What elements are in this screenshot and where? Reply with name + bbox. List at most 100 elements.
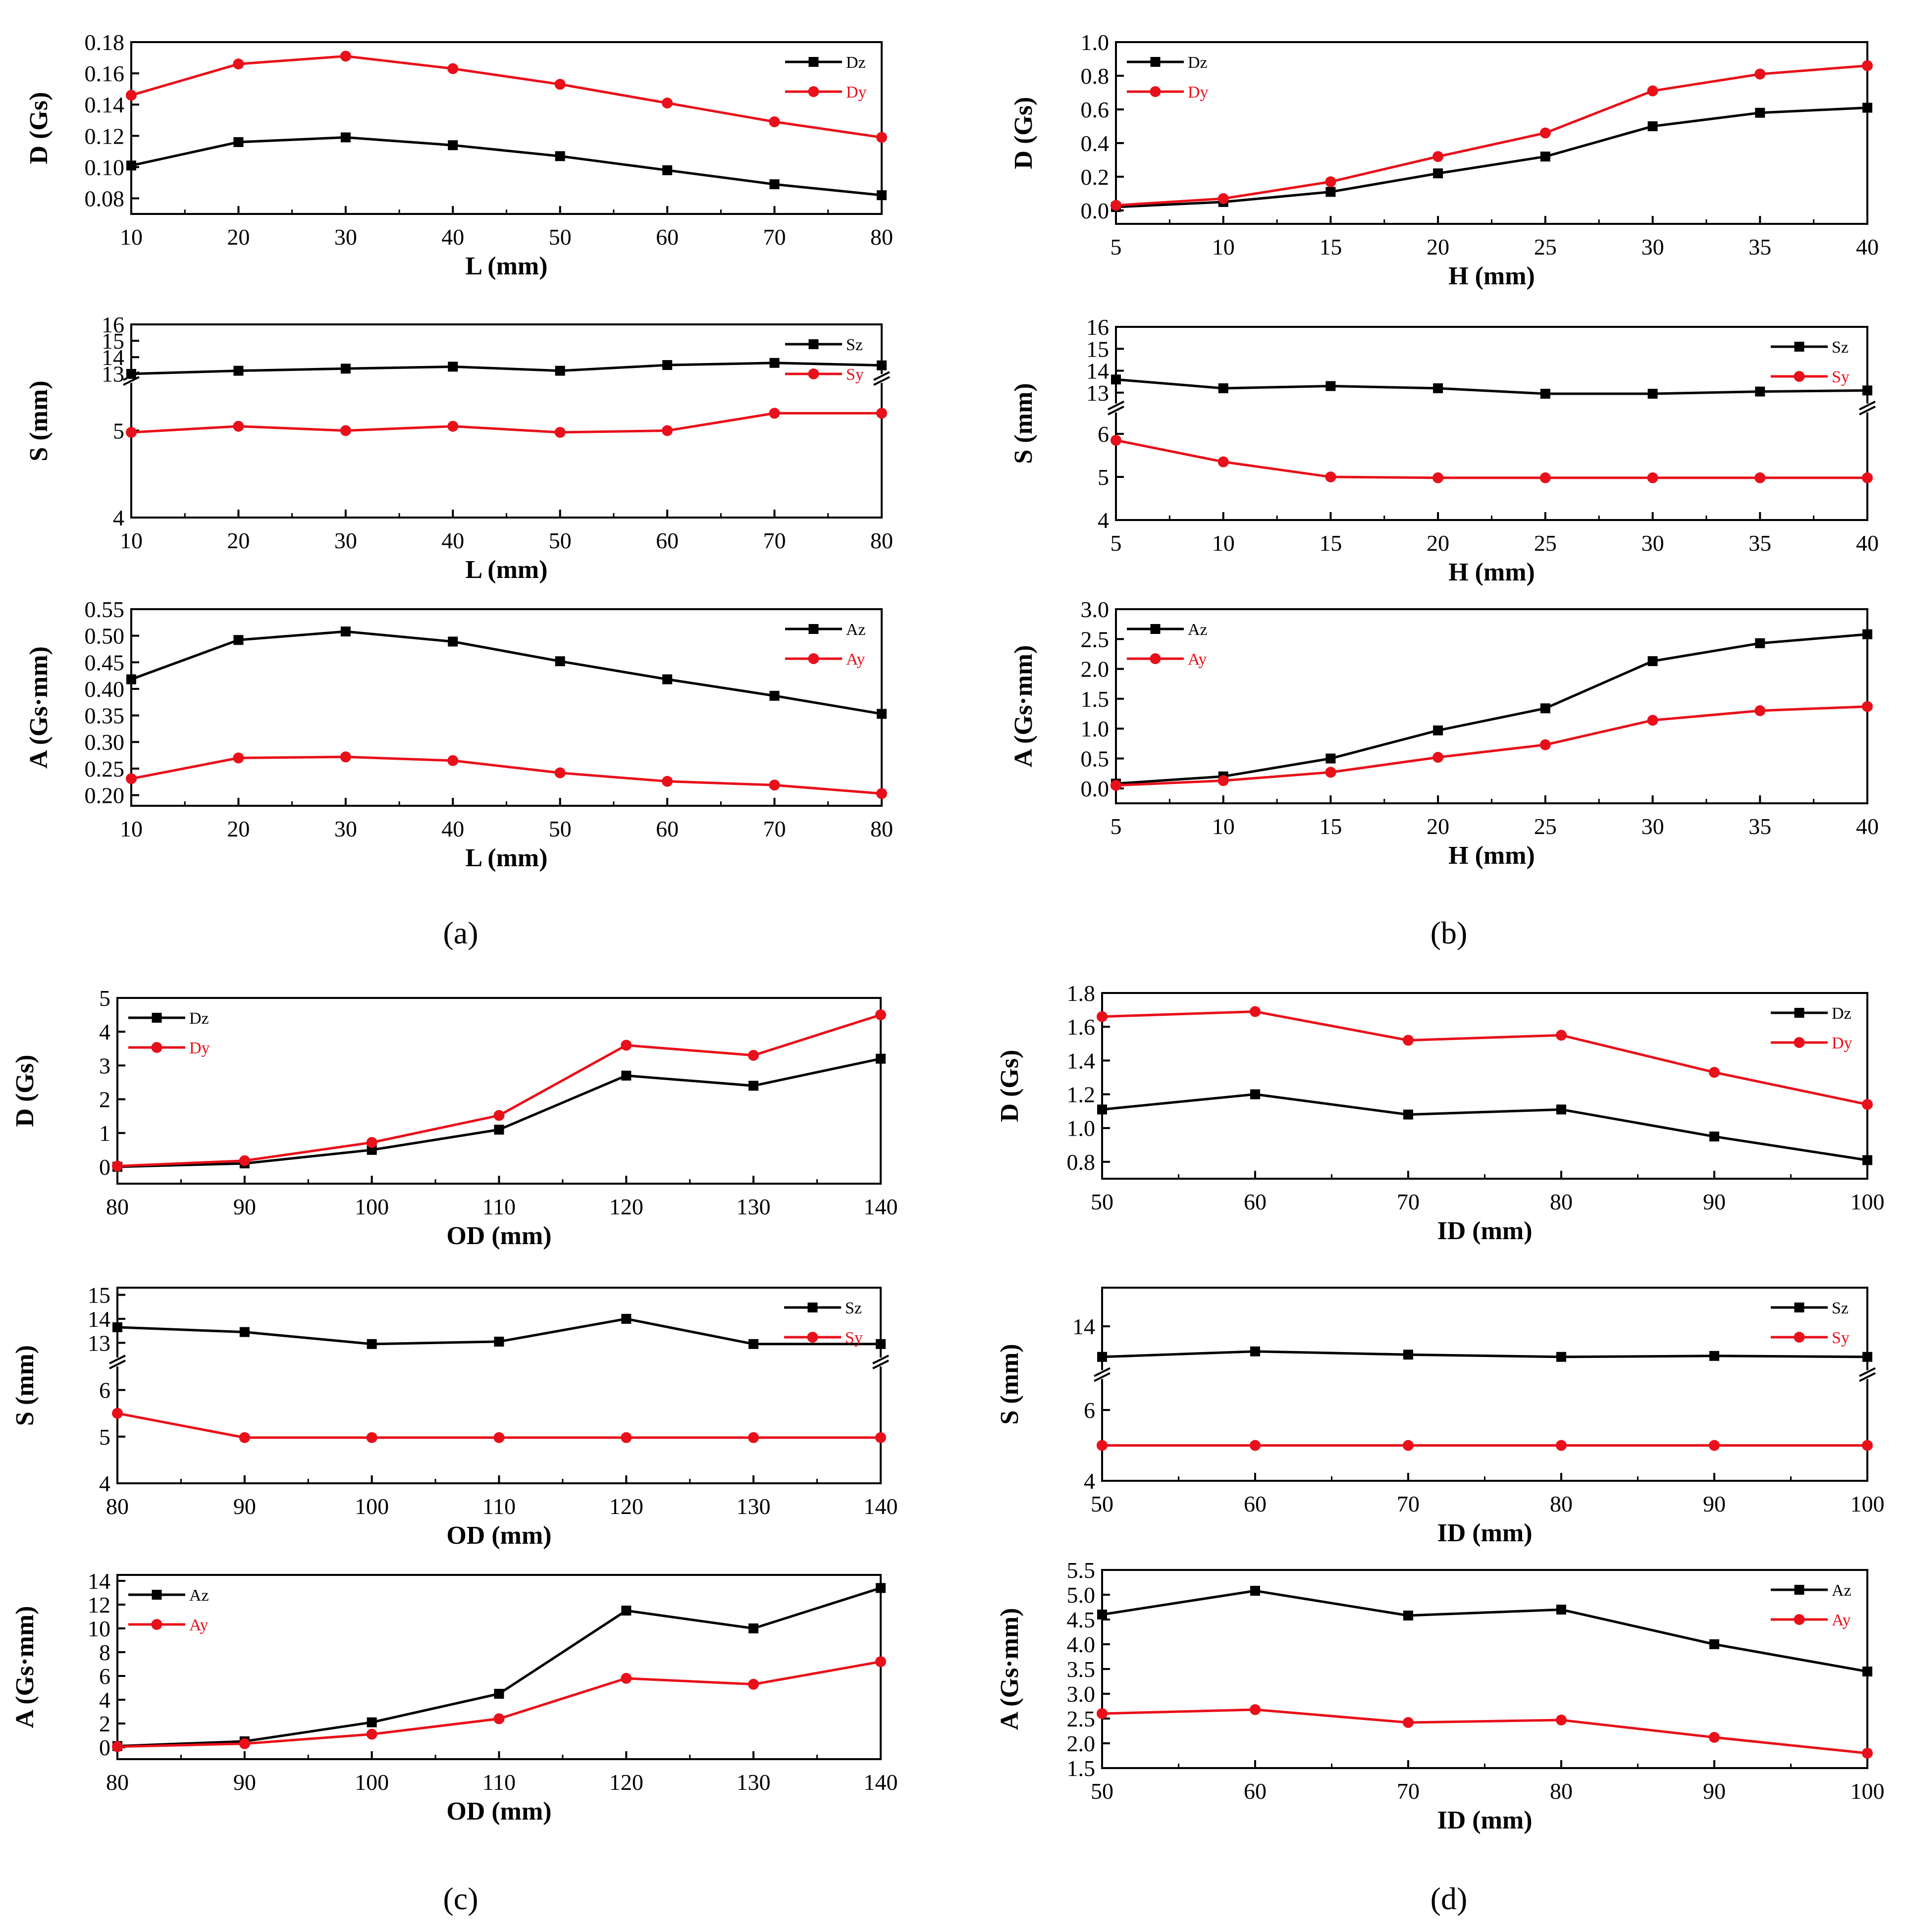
data-point-Sz bbox=[1556, 1352, 1566, 1362]
data-point-Ay bbox=[366, 1728, 377, 1740]
data-point-Dz bbox=[494, 1124, 504, 1135]
data-point-Az bbox=[1647, 656, 1658, 666]
legend-marker bbox=[807, 1332, 818, 1343]
data-point-Az bbox=[1862, 629, 1872, 639]
data-point-Az bbox=[1755, 638, 1765, 648]
data-point-Az bbox=[1709, 1639, 1719, 1649]
data-point-Sz bbox=[876, 1339, 886, 1349]
x-axis-label: H (mm) bbox=[1448, 841, 1535, 870]
data-point-Dy bbox=[126, 90, 137, 101]
y-tick-label: 1.5 bbox=[1081, 686, 1110, 712]
data-point-Sy bbox=[366, 1432, 377, 1443]
axis-break-mark bbox=[109, 1355, 126, 1364]
axis-break-mark bbox=[109, 1359, 126, 1369]
data-point-Az bbox=[748, 1623, 759, 1633]
data-point-Az bbox=[662, 674, 673, 684]
plot-frame bbox=[1101, 1569, 1868, 1769]
x-tick-label: 70 bbox=[763, 816, 786, 841]
x-tick-label: 70 bbox=[1397, 1778, 1420, 1804]
x-tick-label: 5 bbox=[1111, 530, 1122, 556]
y-tick-label: 0.45 bbox=[85, 650, 125, 675]
x-tick-label: 60 bbox=[656, 224, 679, 250]
legend-marker bbox=[151, 1042, 162, 1053]
legend-marker bbox=[1150, 57, 1161, 67]
data-point-Dy bbox=[1539, 127, 1551, 139]
data-point-Az bbox=[877, 709, 887, 719]
legend-marker bbox=[808, 86, 819, 97]
legend-marker bbox=[1794, 1303, 1804, 1312]
x-tick-label: 80 bbox=[870, 528, 893, 553]
data-point-Sy bbox=[1403, 1440, 1414, 1451]
x-tick-label: 140 bbox=[864, 1494, 898, 1519]
x-tick-label: 70 bbox=[763, 528, 786, 553]
data-point-Az bbox=[1325, 753, 1336, 764]
series-line-Dy bbox=[131, 54, 882, 139]
legend: Az Ay bbox=[785, 621, 866, 669]
series-line-Dz bbox=[1115, 106, 1868, 209]
series-Dz bbox=[126, 132, 887, 201]
axis-break-mark bbox=[1108, 401, 1124, 411]
x-tick-label: 35 bbox=[1748, 530, 1771, 556]
data-point-Dz bbox=[448, 140, 458, 151]
x-tick-label: 60 bbox=[1244, 1189, 1267, 1214]
data-point-Az bbox=[340, 627, 351, 637]
data-point-Sy bbox=[769, 408, 780, 419]
x-tick-label: 80 bbox=[106, 1770, 129, 1795]
data-point-Dy bbox=[340, 51, 351, 62]
legend-marker bbox=[1794, 1614, 1805, 1625]
data-point-Dy bbox=[1111, 200, 1121, 211]
data-point-Az bbox=[1556, 1605, 1566, 1615]
y-tick-label: 5.5 bbox=[1067, 1558, 1096, 1583]
series-Ay bbox=[1111, 701, 1873, 791]
data-point-Dy bbox=[769, 116, 780, 127]
y-tick-label: 5.0 bbox=[1067, 1582, 1096, 1608]
data-point-Ay bbox=[1325, 767, 1336, 778]
x-tick-label: 20 bbox=[227, 224, 250, 250]
data-point-Az bbox=[367, 1717, 377, 1727]
x-tick-label: 30 bbox=[1641, 234, 1664, 260]
x-tick-label: 110 bbox=[482, 1194, 516, 1219]
legend: Dz Dy bbox=[785, 53, 867, 102]
series-line-Dz bbox=[131, 136, 882, 197]
x-tick-label: 80 bbox=[106, 1494, 129, 1519]
x-tick-label: 90 bbox=[233, 1770, 256, 1795]
data-point-Dy bbox=[554, 79, 566, 90]
legend-marker bbox=[808, 368, 819, 379]
legend-marker bbox=[807, 1303, 818, 1312]
series-line-Dy bbox=[117, 1013, 881, 1167]
data-point-Az bbox=[1097, 1610, 1107, 1619]
x-tick-label: 25 bbox=[1534, 814, 1557, 839]
data-point-Sz bbox=[555, 366, 565, 376]
y-tick-label: 1 bbox=[99, 1121, 110, 1146]
y-tick-label: 4 bbox=[113, 505, 124, 530]
x-tick-label: 40 bbox=[441, 528, 464, 553]
data-point-Ay bbox=[1217, 775, 1229, 786]
y-tick-label: 0.40 bbox=[85, 677, 125, 702]
data-point-Sy bbox=[1556, 1440, 1567, 1451]
data-point-Dy bbox=[875, 1009, 886, 1021]
series-line-Sz bbox=[1102, 1350, 1868, 1358]
x-tick-label: 50 bbox=[1091, 1778, 1113, 1804]
legend-marker bbox=[1150, 653, 1161, 664]
y-tick-label: 14 bbox=[88, 1568, 110, 1594]
plot-frame bbox=[1101, 992, 1868, 1180]
x-tick-label: 10 bbox=[1212, 814, 1235, 839]
y-tick-label: 0.18 bbox=[85, 30, 125, 55]
y-tick-label: 0 bbox=[99, 1154, 110, 1180]
series-Dz bbox=[1097, 1089, 1872, 1165]
y-tick-label: 0.50 bbox=[85, 624, 125, 649]
y-tick-label: 5 bbox=[113, 418, 124, 444]
data-point-Az bbox=[233, 635, 244, 645]
x-tick-label: 40 bbox=[1856, 530, 1879, 556]
y-tick-label: 0.6 bbox=[1081, 97, 1110, 122]
x-tick-label: 30 bbox=[334, 528, 357, 553]
y-tick-label: 3.0 bbox=[1067, 1681, 1096, 1707]
x-tick-label: 120 bbox=[609, 1494, 643, 1519]
data-point-Sy bbox=[662, 425, 673, 436]
chart-panel-d1: 50 60 70 80 90 100 0.8 1.0 1.2 1.4 1.6 1.8 ID (mm) D … bbox=[996, 981, 1885, 1245]
data-point-Sy bbox=[1862, 1440, 1873, 1451]
data-point-Ay bbox=[1862, 701, 1873, 712]
data-point-Ay bbox=[1111, 780, 1121, 791]
legend: Az Ay bbox=[1127, 621, 1208, 669]
data-point-Dz bbox=[555, 151, 565, 161]
